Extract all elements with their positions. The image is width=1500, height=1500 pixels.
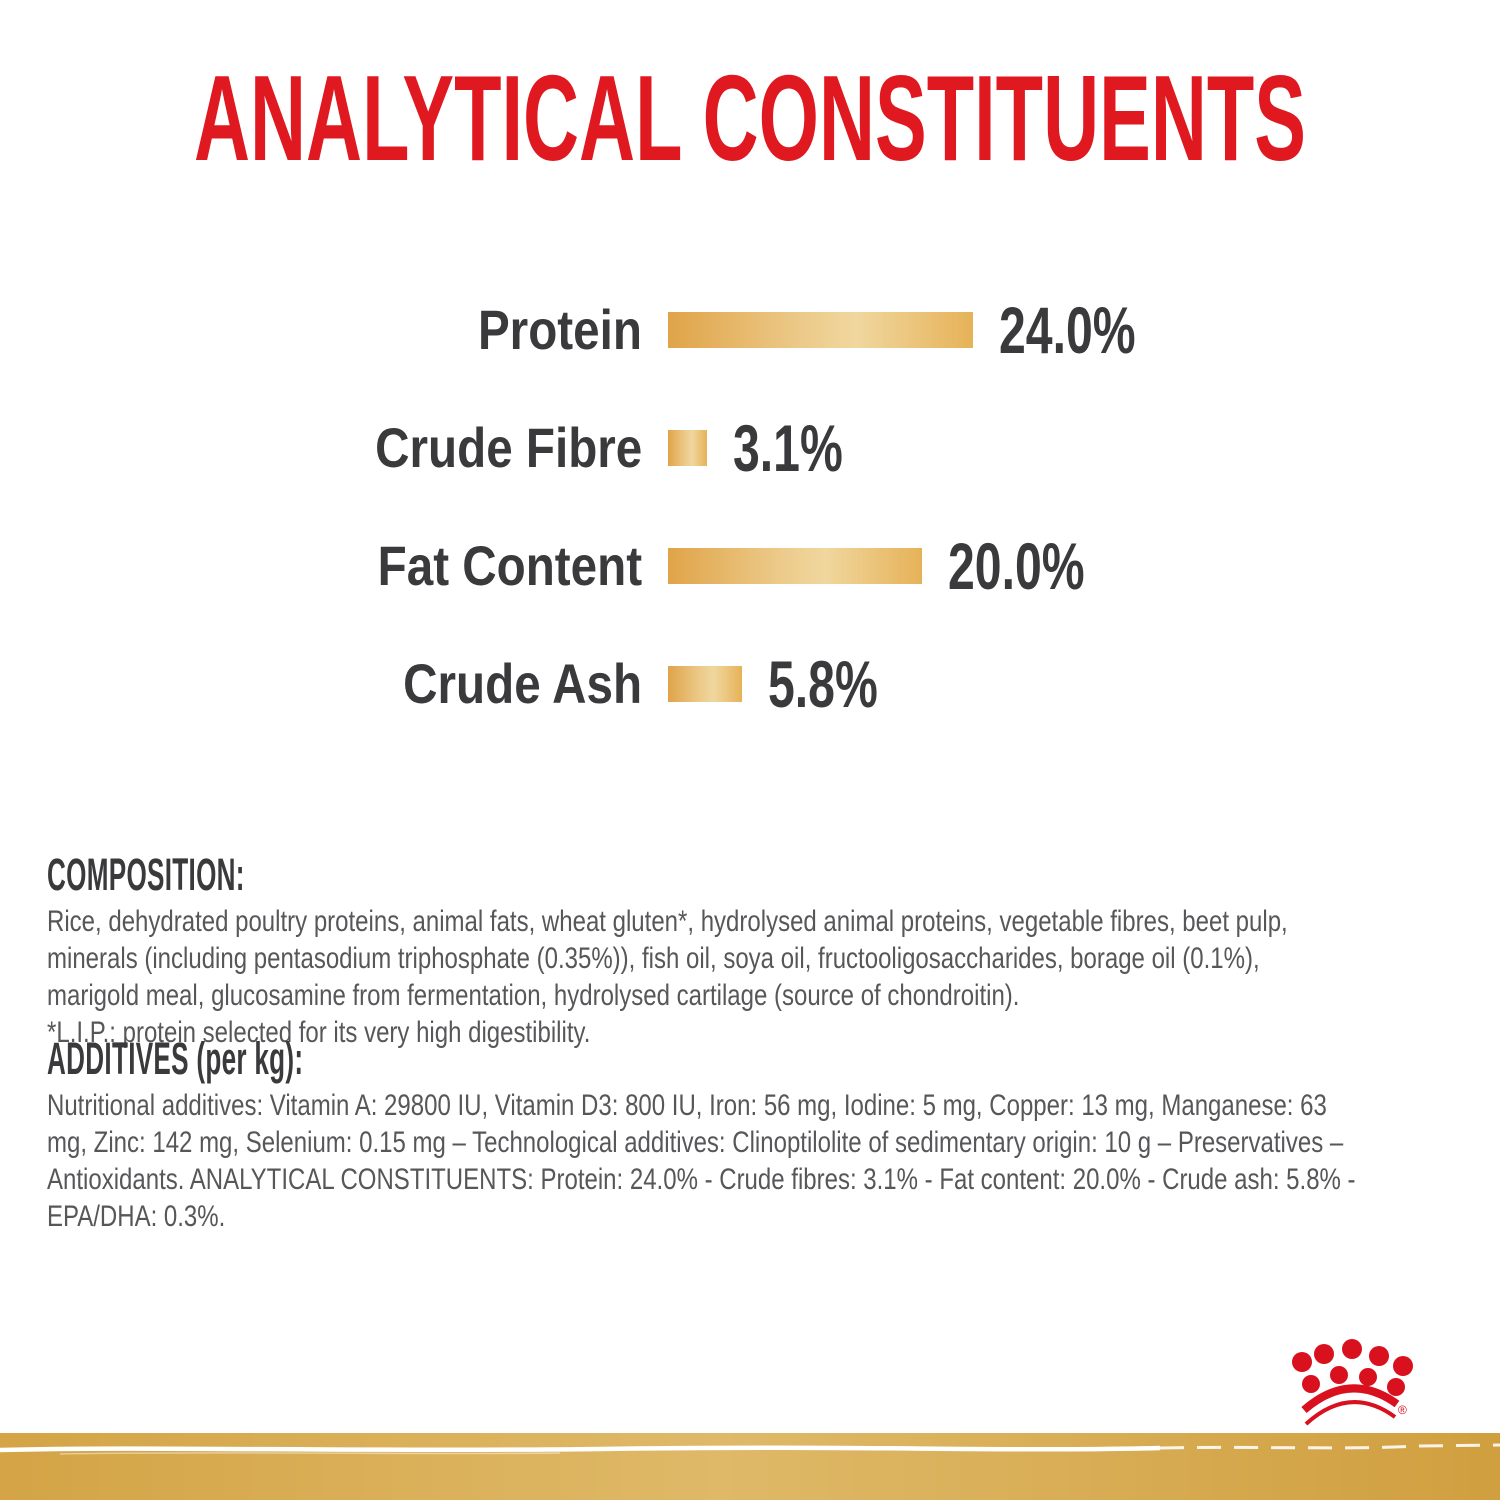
text-line: marigold meal, glucosamine from fermenta… — [47, 979, 1020, 1012]
bar-label-text: Crude Fibre — [374, 416, 642, 479]
bar-label: Crude Fibre — [0, 416, 642, 479]
bar-value-text: 5.8% — [767, 647, 878, 721]
bar-crude-ash — [668, 666, 742, 702]
additives-heading: ADDITIVES (per kg): — [47, 1036, 1487, 1082]
additives-heading-text: ADDITIVES (per kg): — [47, 1033, 304, 1084]
bar-value: 5.8% — [767, 647, 918, 721]
bar-value-text: 20.0% — [948, 529, 1085, 603]
composition-heading-text: COMPOSITION: — [47, 849, 245, 900]
title-banner: ANALYTICAL CONSTITUENTS — [194, 50, 1306, 186]
bar-label: Protein — [0, 298, 642, 361]
bar-value: 20.0% — [948, 529, 1135, 603]
text-line: EPA/DHA: 0.3%. — [47, 1200, 226, 1233]
text-line: Antioxidants. ANALYTICAL CONSTITUENTS: P… — [47, 1163, 1356, 1196]
bar-value: 3.1% — [733, 411, 883, 485]
bar-label-text: Crude Ash — [403, 652, 642, 715]
bar-value: 24.0% — [998, 293, 1186, 367]
composition-section: COMPOSITION: Rice, dehydrated poultry pr… — [47, 852, 1487, 1051]
page-title: ANALYTICAL CONSTITUENTS — [194, 50, 1306, 186]
registered-mark: ® — [1398, 1403, 1407, 1417]
bar-value-text: 3.1% — [733, 411, 844, 485]
composition-text: Rice, dehydrated poultry proteins, anima… — [47, 903, 1487, 1051]
crown-arc-thick — [1301, 1384, 1400, 1414]
royal-canin-crown-logo: ® — [1292, 1339, 1413, 1426]
brush-streak-icon — [0, 1443, 1500, 1455]
chart-row-protein: Protein 24.0% — [0, 293, 1500, 367]
bar-fat-content — [668, 548, 922, 584]
crown-arc-thin — [1304, 1400, 1397, 1426]
text-line: Nutritional additives: Vitamin A: 29800 … — [47, 1089, 1327, 1122]
text-line: mg, Zinc: 142 mg, Selenium: 0.15 mg – Te… — [47, 1126, 1344, 1159]
additives-section: ADDITIVES (per kg): Nutritional additive… — [47, 1036, 1487, 1235]
composition-heading: COMPOSITION: — [47, 852, 1487, 898]
chart-row-crude-fibre: Crude Fibre 3.1% — [0, 411, 1500, 485]
text-line: *L.I.P.: protein selected for its very h… — [47, 1016, 591, 1049]
analytical-chart: Protein 24.0% Crude Fibre 3.1% Fat Content 20… — [0, 293, 1500, 784]
bar-crude-fibre — [668, 430, 708, 466]
crown-dots-icon — [1292, 1339, 1413, 1396]
additives-text: Nutritional additives: Vitamin A: 29800 … — [47, 1087, 1487, 1235]
bar-label: Crude Ash — [0, 652, 642, 715]
bar-label-text: Fat Content — [377, 534, 642, 597]
bar-protein — [668, 312, 973, 348]
text-line: minerals (including pentasodium triphosp… — [47, 942, 1260, 975]
text-line: Rice, dehydrated poultry proteins, anima… — [47, 905, 1288, 938]
bar-value-text: 24.0% — [998, 293, 1136, 367]
chart-row-crude-ash: Crude Ash 5.8% — [0, 647, 1500, 721]
chart-row-fat-content: Fat Content 20.0% — [0, 529, 1500, 603]
gold-brush-band — [0, 1433, 1500, 1500]
bar-label-text: Protein — [478, 298, 642, 361]
bar-label: Fat Content — [0, 534, 642, 597]
